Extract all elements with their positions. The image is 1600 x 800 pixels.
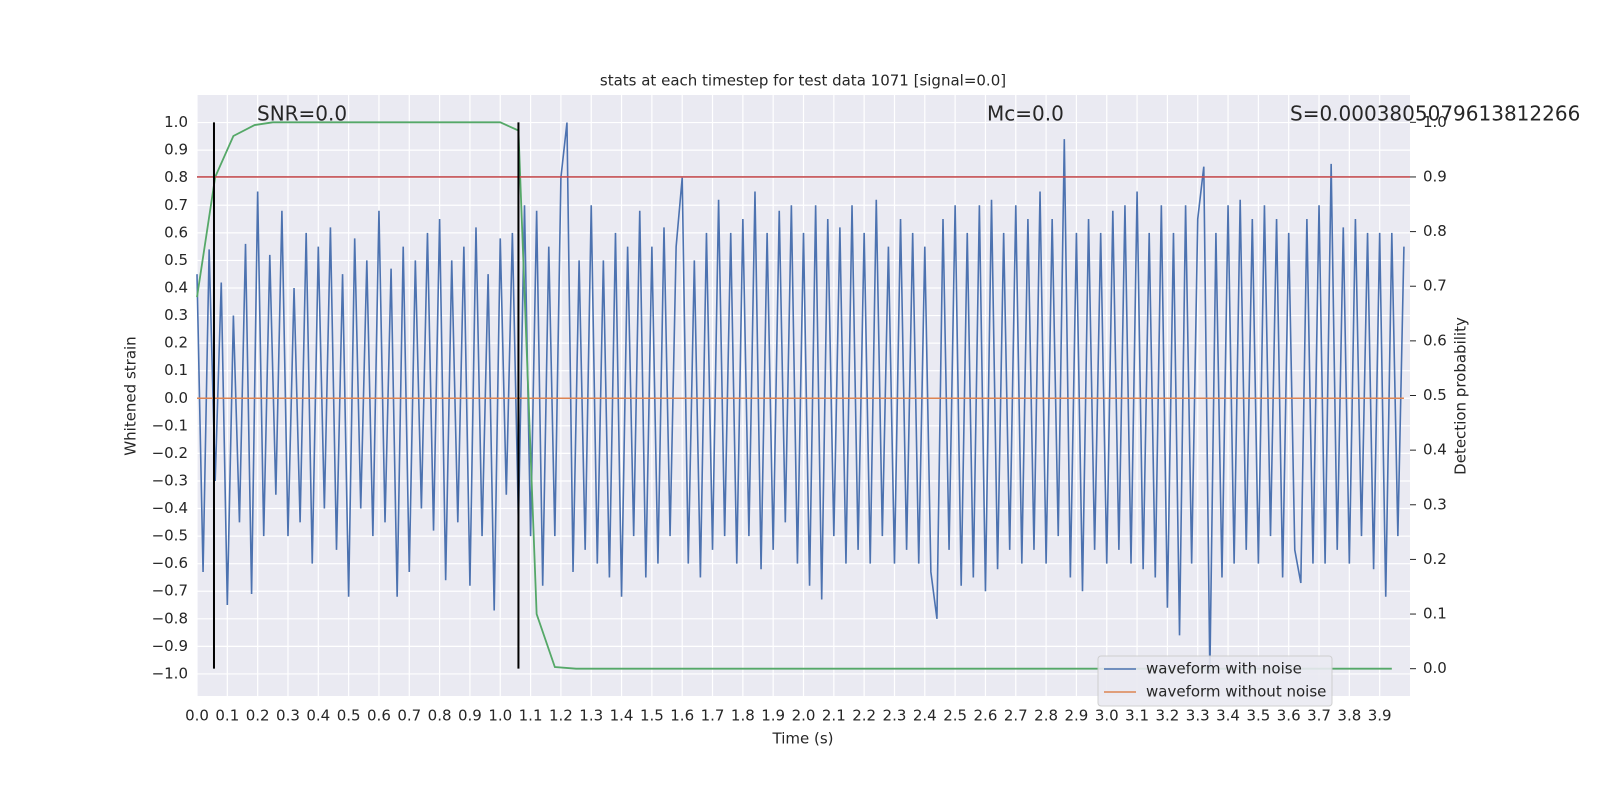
x-tick-label: 1.9 bbox=[761, 707, 785, 725]
x-tick-label: 0.4 bbox=[306, 707, 330, 725]
x-tick-label: 2.8 bbox=[1034, 707, 1058, 725]
y2-tick-label: 0.6 bbox=[1423, 331, 1447, 349]
x-tick-label: 2.5 bbox=[943, 707, 967, 725]
y-axis-label: Whitened strain bbox=[122, 336, 140, 455]
x-tick-label: 0.6 bbox=[367, 707, 391, 725]
y-tick-label: 0.5 bbox=[164, 251, 188, 269]
y2-tick-label: 0.8 bbox=[1423, 222, 1447, 240]
x-tick-label: 3.9 bbox=[1368, 707, 1392, 725]
y-tick-label: −0.6 bbox=[152, 554, 188, 572]
x-axis-label: Time (s) bbox=[772, 730, 834, 748]
x-tick-label: 3.7 bbox=[1307, 707, 1331, 725]
y-tick-label: −0.4 bbox=[152, 499, 188, 517]
y-tick-label: 0.7 bbox=[164, 196, 188, 214]
y-tick-label: −0.7 bbox=[152, 582, 188, 600]
annotation: SNR=0.0 bbox=[257, 102, 347, 126]
x-tick-label: 1.1 bbox=[519, 707, 543, 725]
legend-label: waveform with noise bbox=[1146, 660, 1302, 678]
x-tick-label: 3.1 bbox=[1125, 707, 1149, 725]
x-tick-label: 0.7 bbox=[397, 707, 421, 725]
x-tick-label: 3.5 bbox=[1246, 707, 1270, 725]
y-tick-label: −0.3 bbox=[152, 471, 188, 489]
x-tick-label: 2.2 bbox=[852, 707, 876, 725]
y-tick-label: 0.1 bbox=[164, 361, 188, 379]
chart-title: stats at each timestep for test data 107… bbox=[600, 72, 1006, 90]
x-tick-label: 0.8 bbox=[428, 707, 452, 725]
x-tick-label: 2.3 bbox=[883, 707, 907, 725]
x-tick-label: 2.7 bbox=[1004, 707, 1028, 725]
annotation: Mc=0.0 bbox=[987, 102, 1064, 126]
y2-tick-label: 0.5 bbox=[1423, 386, 1447, 404]
x-tick-label: 1.5 bbox=[640, 707, 664, 725]
x-tick-label: 0.2 bbox=[246, 707, 270, 725]
x-tick-label: 2.9 bbox=[1064, 707, 1088, 725]
y-tick-label: −1.0 bbox=[152, 664, 188, 682]
x-tick-label: 3.2 bbox=[1155, 707, 1179, 725]
y-tick-label: 0.8 bbox=[164, 168, 188, 186]
y2-tick-label: 0.9 bbox=[1423, 167, 1447, 185]
x-tick-label: 3.3 bbox=[1186, 707, 1210, 725]
y2-tick-label: 0.2 bbox=[1423, 550, 1447, 568]
x-tick-label: 1.3 bbox=[579, 707, 603, 725]
x-tick-label: 3.6 bbox=[1277, 707, 1301, 725]
y-tick-label: −0.2 bbox=[152, 444, 188, 462]
y-tick-label: 0.6 bbox=[164, 223, 188, 241]
y-tick-label: 0.9 bbox=[164, 141, 188, 159]
y2-tick-label: 0.7 bbox=[1423, 277, 1447, 295]
x-tick-label: 2.1 bbox=[822, 707, 846, 725]
x-tick-label: 2.4 bbox=[913, 707, 937, 725]
legend-label: waveform without noise bbox=[1146, 683, 1326, 701]
x-tick-label: 0.3 bbox=[276, 707, 300, 725]
y2-tick-label: 0.0 bbox=[1423, 659, 1447, 677]
x-tick-label: 2.0 bbox=[792, 707, 816, 725]
x-tick-label: 3.8 bbox=[1337, 707, 1361, 725]
x-tick-label: 1.6 bbox=[670, 707, 694, 725]
x-tick-label: 1.7 bbox=[701, 707, 725, 725]
y-tick-label: −0.9 bbox=[152, 637, 188, 655]
x-tick-label: 0.9 bbox=[458, 707, 482, 725]
y2-tick-label: 0.1 bbox=[1423, 605, 1447, 623]
y-tick-label: 0.3 bbox=[164, 306, 188, 324]
x-tick-label: 1.4 bbox=[610, 707, 634, 725]
y-tick-label: 0.0 bbox=[164, 389, 188, 407]
legend-box bbox=[1097, 655, 1333, 707]
x-tick-label: 0.1 bbox=[215, 707, 239, 725]
x-tick-label: 1.0 bbox=[488, 707, 512, 725]
y2-tick-label: 0.4 bbox=[1423, 441, 1447, 459]
x-tick-label: 1.8 bbox=[731, 707, 755, 725]
y-tick-label: −0.5 bbox=[152, 527, 188, 545]
y2-tick-label: 0.3 bbox=[1423, 495, 1447, 513]
y-tick-label: 0.2 bbox=[164, 334, 188, 352]
y2-axis-label: Detection probability bbox=[1452, 317, 1470, 475]
y2-tick-label: 1.0 bbox=[1423, 113, 1447, 131]
y-tick-label: −0.1 bbox=[152, 416, 188, 434]
y-tick-label: −0.8 bbox=[152, 609, 188, 627]
x-tick-label: 2.6 bbox=[974, 707, 998, 725]
x-tick-label: 1.2 bbox=[549, 707, 573, 725]
x-tick-label: 3.4 bbox=[1216, 707, 1240, 725]
y-tick-label: 0.4 bbox=[164, 278, 188, 296]
x-tick-label: 0.0 bbox=[185, 707, 209, 725]
probability-line bbox=[196, 121, 1392, 670]
y-tick-label: 1.0 bbox=[164, 113, 188, 131]
annotation: S=0.0003805079613812266 bbox=[1290, 102, 1580, 126]
x-tick-label: 0.5 bbox=[337, 707, 361, 725]
x-tick-label: 3.0 bbox=[1095, 707, 1119, 725]
